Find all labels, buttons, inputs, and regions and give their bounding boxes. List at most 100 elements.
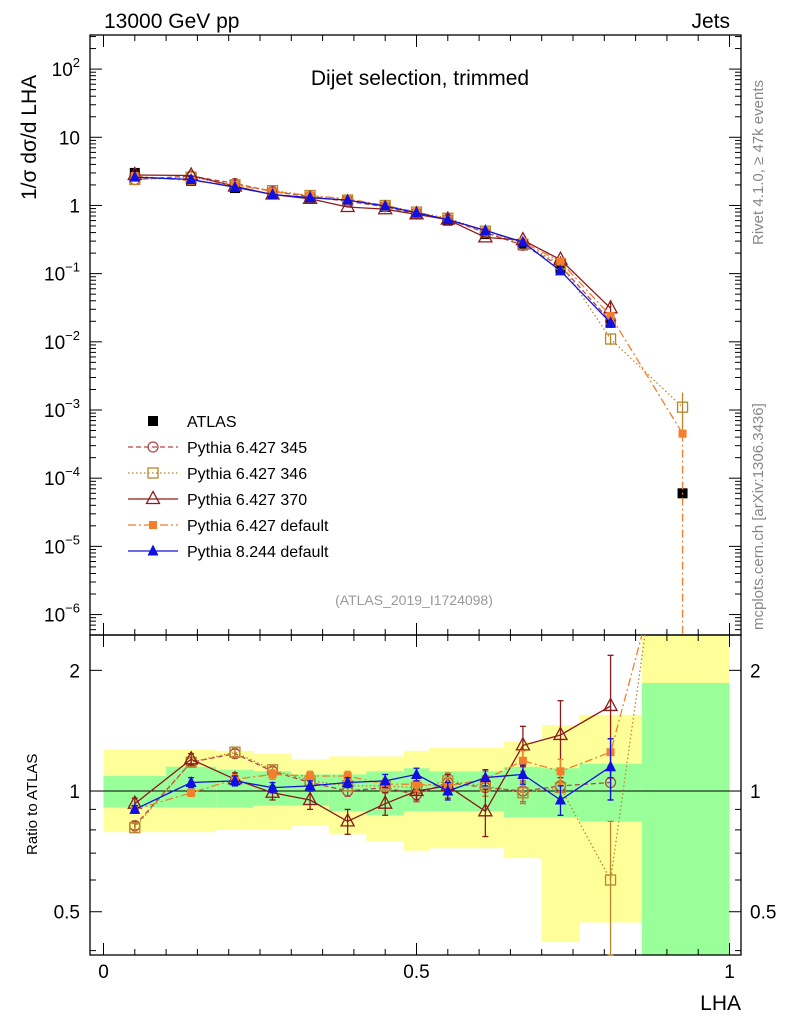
ratio-point xyxy=(602,697,619,712)
ratio-point xyxy=(477,802,493,817)
legend-marker xyxy=(149,521,157,529)
main-series-line xyxy=(134,175,684,434)
main-point xyxy=(676,401,689,413)
ratio-point xyxy=(267,781,279,793)
main-point xyxy=(556,257,565,266)
analysis-id: (ATLAS_2019_I1724098) xyxy=(335,592,493,608)
tick-exponent: −4 xyxy=(65,464,80,479)
main-y-tick-label: 102 xyxy=(52,55,80,81)
legend-label: Pythia 6.427 345 xyxy=(187,440,307,457)
main-point xyxy=(129,170,141,182)
main-point xyxy=(185,173,197,185)
ratio-point xyxy=(343,772,352,781)
ratio-point xyxy=(268,770,277,779)
ratio-point xyxy=(517,767,529,779)
ratio-point xyxy=(479,771,491,783)
ratio-point xyxy=(379,774,391,786)
main-series-5 xyxy=(129,170,617,328)
tick-exponent: 2 xyxy=(73,55,80,70)
main-y-axis-label-text: 1/σ dσ/d LHA xyxy=(18,75,41,200)
ratio-y-tick-label-right: 0.5 xyxy=(750,903,776,924)
ratio-point xyxy=(304,779,316,791)
main-y-tick-label: 1 xyxy=(69,196,80,217)
ratio-point xyxy=(552,726,569,741)
tick-exponent: −3 xyxy=(65,396,80,411)
legend-marker xyxy=(147,441,159,453)
x-axis-label: LHA xyxy=(700,992,741,1015)
header-left: 13000 GeV pp xyxy=(104,10,239,33)
ratio-plot-frame xyxy=(89,634,742,956)
ratio-point xyxy=(517,787,529,799)
ratio-point xyxy=(408,782,425,797)
main-point xyxy=(442,213,454,225)
main-point xyxy=(340,198,356,213)
ratio-point xyxy=(342,776,354,788)
main-series-layer xyxy=(127,166,689,635)
main-point xyxy=(304,191,316,203)
main-y-tick-label: 10−2 xyxy=(44,328,80,354)
ratio-point xyxy=(340,812,356,827)
ratio-y-tick-label-right: 1 xyxy=(750,782,761,803)
legend-label: Pythia 8.244 default xyxy=(187,544,329,561)
ratio-point xyxy=(185,776,197,788)
legend: ATLAS Pythia 6.427 345 Pythia 6.427 346 Pyt… xyxy=(128,414,329,561)
main-point xyxy=(479,223,491,235)
ratio-point xyxy=(412,780,421,789)
main-series-line xyxy=(134,176,612,324)
ratio-point xyxy=(229,746,241,758)
main-y-tick-label: 10−5 xyxy=(44,532,80,558)
main-y-tick-label: 10 xyxy=(59,128,80,149)
x-tick-label: 1 xyxy=(724,962,735,983)
x-tick-label: 0 xyxy=(98,962,109,983)
legend-item: Pythia 6.427 370 xyxy=(128,490,307,509)
x-tick-label: 0.5 xyxy=(403,962,429,983)
legend-label: Pythia 6.427 370 xyxy=(187,492,307,509)
main-point xyxy=(379,199,391,211)
main-series-4 xyxy=(130,172,687,635)
legend-marker xyxy=(145,490,161,505)
main-point xyxy=(517,235,529,247)
main-point xyxy=(477,228,493,243)
ratio-point xyxy=(129,822,141,834)
ratio-point xyxy=(515,736,531,751)
legend-label: Pythia 6.427 346 xyxy=(187,466,307,483)
legend-label: ATLAS xyxy=(187,414,237,431)
main-y-tick-label: 10−4 xyxy=(44,464,80,490)
ratio-y-tick-label-left: 0.5 xyxy=(54,903,80,924)
main-point xyxy=(604,333,617,345)
band-inner-bin xyxy=(641,682,730,955)
ratio-point xyxy=(129,802,141,814)
main-series-3 xyxy=(127,166,619,320)
main-point xyxy=(411,206,422,218)
main-y-tick-label: 10−3 xyxy=(44,396,80,422)
main-y-tick-label: 10−6 xyxy=(44,601,80,627)
main-series-2 xyxy=(129,171,689,438)
svg-text:1/σ dσ/d LHA: 1/σ dσ/d LHA xyxy=(18,75,41,200)
rivet-version-label: Rivet 4.1.0, ≥ 47k events xyxy=(750,80,767,245)
ratio-point xyxy=(604,874,617,886)
legend-marker xyxy=(148,416,158,426)
ratio-y-tick-label-right: 2 xyxy=(750,661,761,682)
tick-base: 10 xyxy=(44,537,65,558)
ratio-point xyxy=(377,794,393,809)
tick-base: 10 xyxy=(44,606,65,627)
tick-exponent: −1 xyxy=(65,260,80,275)
legend-marker xyxy=(147,544,159,556)
tick-exponent: −6 xyxy=(65,601,80,616)
tick-base: 10 xyxy=(44,265,65,286)
tick-exponent: −5 xyxy=(65,532,80,547)
tick-base: 10 xyxy=(44,333,65,354)
legend-item: Pythia 6.427 346 xyxy=(128,466,307,483)
ratio-point xyxy=(229,774,241,786)
legend-item: Pythia 6.427 default xyxy=(128,518,329,535)
ratio-point xyxy=(302,791,318,806)
header-right: Jets xyxy=(691,10,730,33)
ratio-series-5 xyxy=(129,738,617,816)
main-point xyxy=(267,187,279,199)
ratio-point xyxy=(183,750,199,765)
tick-base: 10 xyxy=(52,60,73,81)
main-point xyxy=(606,311,615,320)
legend-item: Pythia 6.427 345 xyxy=(128,440,307,457)
